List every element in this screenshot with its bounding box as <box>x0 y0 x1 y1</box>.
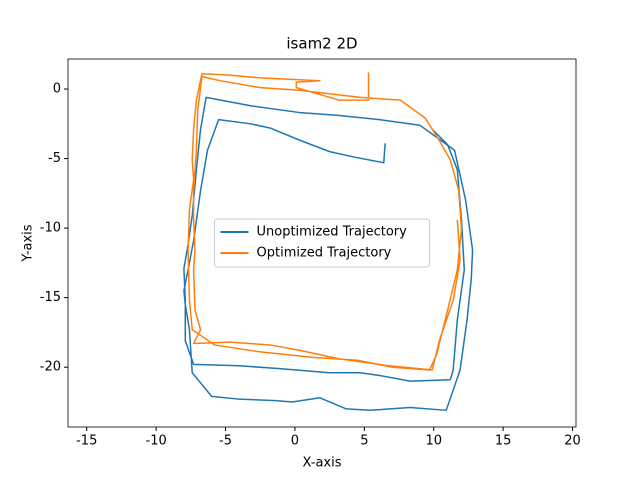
y-axis-label: Y-axis <box>21 224 36 262</box>
x-axis-label: X-axis <box>303 456 342 471</box>
y-tick-label: -15 <box>40 290 61 305</box>
x-tick-label: 10 <box>425 434 442 449</box>
chart-title: isam2 2D <box>286 35 357 53</box>
y-tick-label: -5 <box>48 151 61 166</box>
plot-frame <box>67 58 577 428</box>
x-tick-label: 20 <box>564 434 581 449</box>
legend-label: Unoptimized Trajectory <box>257 225 408 240</box>
x-tick-label: 5 <box>360 434 368 449</box>
y-tick-label: -10 <box>40 221 61 236</box>
trajectory-line <box>183 96 474 412</box>
y-tick-label: 0 <box>53 82 61 97</box>
x-tick-label: 15 <box>495 434 512 449</box>
legend-label: Optimized Trajectory <box>257 246 392 261</box>
x-tick-label: -5 <box>219 434 232 449</box>
x-tick-label: 0 <box>291 434 299 449</box>
legend-box <box>214 218 430 268</box>
x-tick-label: -15 <box>76 434 97 449</box>
trajectory-line <box>187 72 463 371</box>
x-tick-label: -10 <box>146 434 167 449</box>
y-tick-label: -20 <box>40 360 61 375</box>
